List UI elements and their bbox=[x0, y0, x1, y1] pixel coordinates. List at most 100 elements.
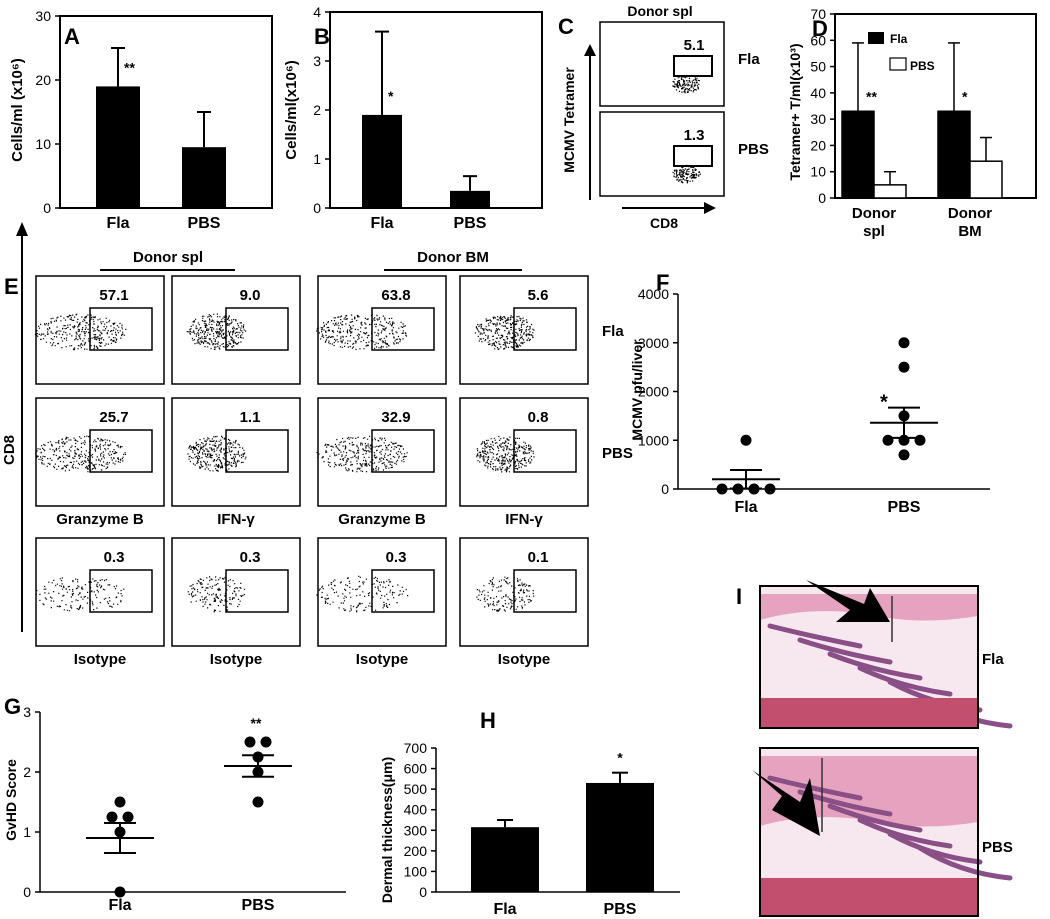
panel-f-data-point bbox=[898, 337, 910, 349]
panel-d-xlabel: Donor bbox=[948, 205, 992, 222]
panel-e-dot-cloud bbox=[476, 435, 535, 473]
panel-a-bar bbox=[182, 147, 226, 208]
panel-e-gate-value: 1.1 bbox=[240, 409, 261, 426]
panel-b-bar bbox=[362, 114, 402, 208]
panel-c-y-arrowhead bbox=[584, 44, 596, 56]
panel-g-data-point bbox=[114, 886, 126, 898]
panel-c-row-label: PBS bbox=[738, 141, 769, 158]
panel-e-gate bbox=[89, 429, 153, 473]
panel-e-gate-value: 32.9 bbox=[381, 409, 410, 426]
panel-g-y-tick-label: 1 bbox=[23, 824, 31, 840]
panel-e-dot-cloud bbox=[476, 576, 535, 612]
panel-e-xlabel: Granzyme B bbox=[338, 511, 426, 528]
panel-e-gate-value: 9.0 bbox=[240, 287, 261, 304]
panel-h-bar bbox=[586, 782, 654, 892]
panel-e-dot-cloud bbox=[34, 313, 127, 351]
panel-b-frame bbox=[329, 11, 543, 209]
panel-h-y-tick-label: 700 bbox=[404, 740, 428, 756]
panel-e-plot-frame bbox=[35, 397, 165, 507]
panel-g-significance: ** bbox=[251, 715, 262, 731]
panel-f-y-tick-label: 0 bbox=[661, 481, 669, 497]
panel-e-gate bbox=[371, 307, 435, 351]
panel-e-gate bbox=[225, 307, 289, 351]
panel-c-xlabel: CD8 bbox=[650, 215, 678, 231]
panel-d-legend-swatch bbox=[889, 57, 907, 71]
panel-e-xlabel: Granzyme B bbox=[56, 511, 144, 528]
panel-e-plot-frame bbox=[35, 275, 165, 385]
panel-d-legend-label: PBS bbox=[910, 59, 935, 73]
panel-c-gate-value: 1.3 bbox=[684, 127, 705, 144]
panel-g-y-tick-label: 3 bbox=[23, 704, 31, 720]
panel-i-histology-image bbox=[759, 580, 1013, 729]
panel-a-chart: 0 10 20 30 Fla PBS ** bbox=[35, 8, 273, 232]
panel-h-y-tick-label: 300 bbox=[404, 822, 428, 838]
panel-d-y-tick-label: 0 bbox=[818, 190, 826, 206]
panel-d-y-tick-label: 10 bbox=[810, 164, 826, 180]
panel-e-dot-cloud bbox=[316, 314, 408, 350]
panel-c-plot-frame bbox=[599, 111, 725, 197]
panel-i-image-frame bbox=[759, 585, 979, 729]
panel-f-y-tick-label: 1000 bbox=[638, 432, 669, 448]
panel-b-chart: 0 1 2 3 4 Fla PBS * bbox=[313, 4, 543, 232]
panel-i-hair-follicle bbox=[827, 651, 923, 681]
panel-g-data-point bbox=[244, 736, 256, 748]
panel-letter-d: D bbox=[812, 16, 828, 41]
panel-e-gate-value: 25.7 bbox=[99, 409, 128, 426]
panel-d-legend-label: Fla bbox=[890, 32, 908, 46]
panel-letter-a: A bbox=[64, 24, 80, 49]
panel-i-hair-follicle bbox=[767, 623, 863, 649]
panel-g-data-point bbox=[106, 811, 118, 823]
panel-i-hair-follicle bbox=[857, 817, 953, 849]
panel-g-data-point bbox=[114, 796, 126, 808]
panel-h-y-tick-label: 600 bbox=[404, 761, 428, 777]
panel-letter-e: E bbox=[4, 274, 19, 299]
panel-f-xlabel: PBS bbox=[888, 499, 921, 516]
panel-e-gate bbox=[225, 569, 289, 613]
panel-e-gate bbox=[513, 307, 577, 351]
panel-f-data-point bbox=[898, 449, 910, 461]
panel-g-chart: 0 1 2 3 Fla PBS ** bbox=[23, 704, 346, 914]
panel-e-row-label: Fla bbox=[602, 323, 624, 340]
panel-c-gate bbox=[673, 55, 713, 77]
panel-e-gate-value: 57.1 bbox=[99, 287, 128, 304]
panel-c-plot-frame bbox=[599, 21, 725, 107]
panel-e-plot-frame bbox=[171, 275, 301, 385]
panel-d-y-tick-label: 20 bbox=[810, 137, 826, 153]
panel-f-data-point bbox=[898, 361, 910, 373]
panel-b-y-tick-label: 1 bbox=[313, 151, 321, 167]
panel-c-dot-cloud bbox=[672, 164, 701, 184]
panel-g-ylabel: GvHD Score bbox=[3, 759, 19, 841]
panel-d-significance: ** bbox=[866, 88, 877, 104]
panel-e-gate-value: 0.3 bbox=[240, 549, 261, 566]
panel-e-gate-value: 5.6 bbox=[528, 287, 549, 304]
panel-e-gate bbox=[371, 569, 435, 613]
panel-f-data-point bbox=[764, 483, 776, 495]
panel-e-plot-frame bbox=[317, 537, 447, 647]
panel-i-hair-follicle bbox=[797, 637, 893, 665]
panel-letter-h: H bbox=[480, 708, 496, 733]
panel-a-y-tick-label: 10 bbox=[35, 136, 51, 152]
panel-i-hair-follicle bbox=[857, 665, 953, 697]
panel-d-bar bbox=[969, 160, 1003, 199]
panel-e-plot-frame bbox=[171, 537, 301, 647]
panel-i-arrow bbox=[752, 770, 820, 836]
panel-d-y-tick-label: 30 bbox=[810, 111, 826, 127]
panel-f-chart: 0 1000 2000 3000 4000 Fla PBS * bbox=[638, 286, 990, 516]
panel-d-y-tick-label: 50 bbox=[810, 59, 826, 75]
panel-e-dot-cloud bbox=[35, 577, 125, 612]
panel-d-significance: * bbox=[962, 88, 968, 104]
panel-g-y-tick-label: 0 bbox=[23, 884, 31, 900]
panel-e-xlabel: Isotype bbox=[210, 651, 263, 668]
panel-f-data-point bbox=[914, 434, 926, 446]
panel-e-dot-cloud bbox=[186, 313, 247, 350]
panel-e-dot-cloud bbox=[316, 575, 409, 613]
panel-b-ylabel: Cells/ml(x10⁶) bbox=[283, 60, 300, 159]
panel-e-gate bbox=[89, 569, 153, 613]
panel-b-y-tick-label: 4 bbox=[313, 4, 321, 20]
panel-f-data-point bbox=[882, 434, 894, 446]
panel-b-y-tick-label: 3 bbox=[313, 53, 321, 69]
panel-g-xlabel: Fla bbox=[108, 897, 131, 914]
panel-a-bar bbox=[96, 86, 140, 208]
panel-d-xlabel: spl bbox=[863, 223, 885, 240]
